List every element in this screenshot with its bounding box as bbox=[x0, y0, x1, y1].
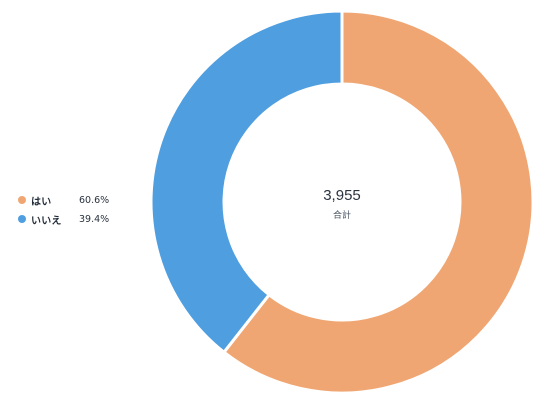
donut-slice-yes[interactable] bbox=[221, 9, 535, 395]
legend-swatch-yes bbox=[18, 196, 26, 204]
chart-legend: はい 60.6% いいえ 39.4% bbox=[18, 193, 110, 227]
legend-label-yes: はい bbox=[31, 196, 52, 208]
legend-item-no[interactable]: いいえ 39.4% bbox=[18, 212, 110, 227]
legend-value-yes: 60.6% bbox=[79, 194, 110, 206]
legend-label-no: いいえ bbox=[31, 215, 62, 227]
legend-swatch-no bbox=[18, 215, 26, 223]
donut-total-value: 3,955 bbox=[323, 187, 361, 204]
donut-slice-no[interactable] bbox=[149, 9, 344, 355]
donut-total-caption: 合計 bbox=[332, 211, 351, 221]
legend-item-yes[interactable]: はい 60.6% bbox=[18, 193, 110, 208]
legend-value-no: 39.4% bbox=[79, 213, 110, 225]
